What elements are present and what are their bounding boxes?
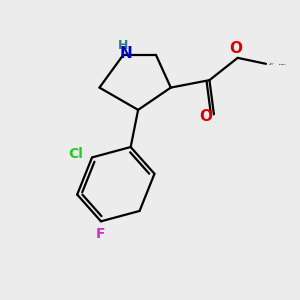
Text: methyl: methyl bbox=[269, 63, 275, 64]
Text: O: O bbox=[199, 109, 212, 124]
Text: methyl: methyl bbox=[279, 64, 284, 65]
Text: methyl: methyl bbox=[282, 64, 287, 65]
Text: N: N bbox=[120, 46, 133, 61]
Text: F: F bbox=[96, 227, 106, 241]
Text: methyl: methyl bbox=[269, 64, 274, 65]
Text: H: H bbox=[118, 39, 128, 52]
Text: O: O bbox=[230, 41, 243, 56]
Text: Cl: Cl bbox=[68, 148, 83, 161]
